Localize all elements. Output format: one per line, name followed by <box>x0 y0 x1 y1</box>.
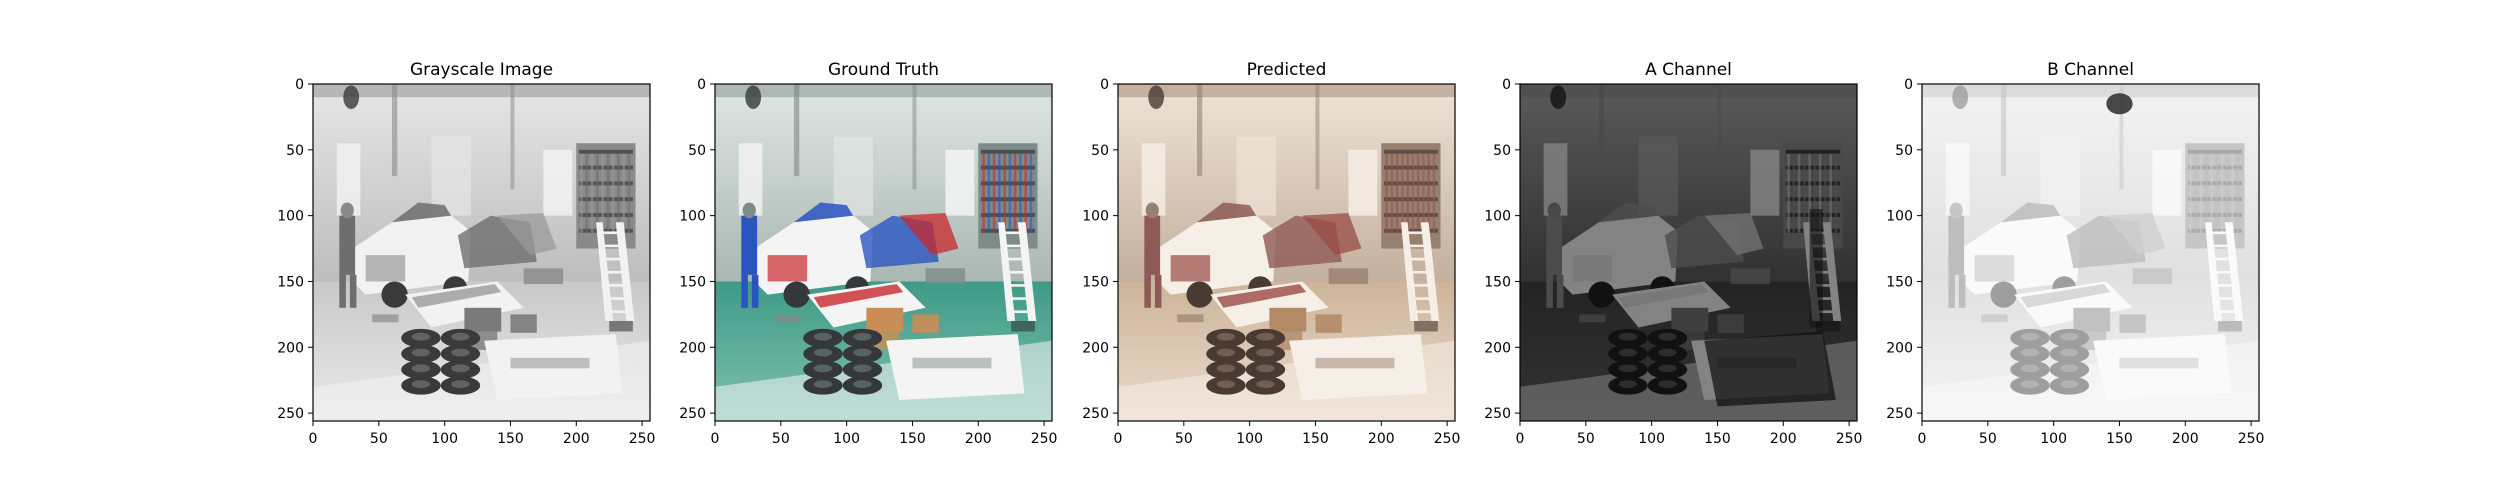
y-tick-label: 200 <box>1886 340 1913 356</box>
panel-image <box>1922 84 2259 421</box>
panel-image <box>1520 84 1857 421</box>
x-tick-label: 50 <box>772 431 790 447</box>
y-tick-label: 200 <box>1484 340 1511 356</box>
x-tick-label: 200 <box>2172 431 2199 447</box>
y-tick-label: 200 <box>679 340 706 356</box>
x-tick-label: 100 <box>1638 431 1665 447</box>
y-tick-label: 100 <box>679 209 706 225</box>
x-tick-label: 50 <box>1577 431 1595 447</box>
y-tick-label: 0 <box>295 77 304 93</box>
panel-image <box>313 84 650 421</box>
x-tick-label: 150 <box>497 431 524 447</box>
axes-frame <box>1519 83 1858 422</box>
y-tick-label: 150 <box>679 274 706 290</box>
x-tick-label: 0 <box>309 431 318 447</box>
axes-frame <box>1117 83 1456 422</box>
y-tick-label: 200 <box>277 340 304 356</box>
x-tick-label: 100 <box>1236 431 1263 447</box>
panel-image <box>715 84 1052 421</box>
panel-predicted: Predicted 0 50 100 150 200 250 0 50 100 150 200 250 <box>1082 60 1460 447</box>
y-tick-label: 250 <box>1082 406 1109 422</box>
x-tick-label: 250 <box>2238 431 2265 447</box>
y-tick-label: 200 <box>1082 340 1109 356</box>
y-tick-label: 250 <box>277 406 304 422</box>
y-tick-label: 0 <box>1502 77 1511 93</box>
x-tick-label: 200 <box>1368 431 1395 447</box>
axes-frame <box>312 83 651 422</box>
y-tick-label: 100 <box>1886 209 1913 225</box>
y-tick-label: 50 <box>1895 143 1913 159</box>
y-tick-label: 100 <box>277 209 304 225</box>
x-tick-label: 150 <box>2106 431 2133 447</box>
panel-a-channel: A Channel 0 50 100 150 200 250 0 50 100 150 200 250 <box>1484 60 1862 447</box>
y-tick-label: 100 <box>1082 209 1109 225</box>
panel-title: B Channel <box>2047 60 2134 80</box>
x-tick-label: 0 <box>711 431 720 447</box>
x-tick-label: 0 <box>1516 431 1525 447</box>
y-tick-label: 0 <box>697 77 706 93</box>
x-tick-label: 200 <box>965 431 992 447</box>
x-tick-label: 250 <box>1836 431 1863 447</box>
x-tick-label: 250 <box>629 431 656 447</box>
panel-title: Predicted <box>1247 60 1327 80</box>
panel-title: Grayscale Image <box>410 60 553 80</box>
x-tick-label: 150 <box>1302 431 1329 447</box>
y-tick-label: 50 <box>688 143 706 159</box>
x-tick-label: 100 <box>431 431 458 447</box>
panel-b-channel: B Channel 0 50 100 150 200 250 0 50 100 150 200 250 <box>1886 60 2264 447</box>
y-tick-label: 100 <box>1484 209 1511 225</box>
panel-image <box>1118 84 1455 421</box>
y-tick-label: 250 <box>679 406 706 422</box>
x-tick-label: 250 <box>1031 431 1058 447</box>
y-tick-label: 50 <box>1493 143 1511 159</box>
x-tick-label: 100 <box>2040 431 2067 447</box>
panel-title: A Channel <box>1645 60 1732 80</box>
y-tick-label: 250 <box>1484 406 1511 422</box>
axes-frame <box>1921 83 2260 422</box>
y-tick-label: 150 <box>1082 274 1109 290</box>
x-tick-label: 250 <box>1434 431 1461 447</box>
panel-ground-truth: Ground Truth 0 50 100 150 200 250 0 50 100 150 200 2… <box>679 60 1057 447</box>
y-tick-label: 150 <box>1886 274 1913 290</box>
y-tick-label: 250 <box>1886 406 1913 422</box>
axes-frame <box>714 83 1053 422</box>
panel-grayscale-image: Grayscale Image 0 50 100 150 200 250 0 50 100 150 2… <box>277 60 655 447</box>
x-tick-label: 0 <box>1114 431 1123 447</box>
y-tick-label: 150 <box>277 274 304 290</box>
x-tick-label: 150 <box>899 431 926 447</box>
panel-title: Ground Truth <box>828 60 939 80</box>
x-tick-label: 150 <box>1704 431 1731 447</box>
x-tick-label: 50 <box>1175 431 1193 447</box>
x-tick-label: 50 <box>370 431 388 447</box>
y-tick-label: 150 <box>1484 274 1511 290</box>
y-tick-label: 0 <box>1904 77 1913 93</box>
x-tick-label: 100 <box>833 431 860 447</box>
x-tick-label: 50 <box>1979 431 1997 447</box>
x-tick-label: 200 <box>1770 431 1797 447</box>
x-tick-label: 200 <box>563 431 590 447</box>
y-tick-label: 50 <box>286 143 304 159</box>
x-tick-label: 0 <box>1918 431 1927 447</box>
y-tick-label: 0 <box>1100 77 1109 93</box>
y-tick-label: 50 <box>1091 143 1109 159</box>
